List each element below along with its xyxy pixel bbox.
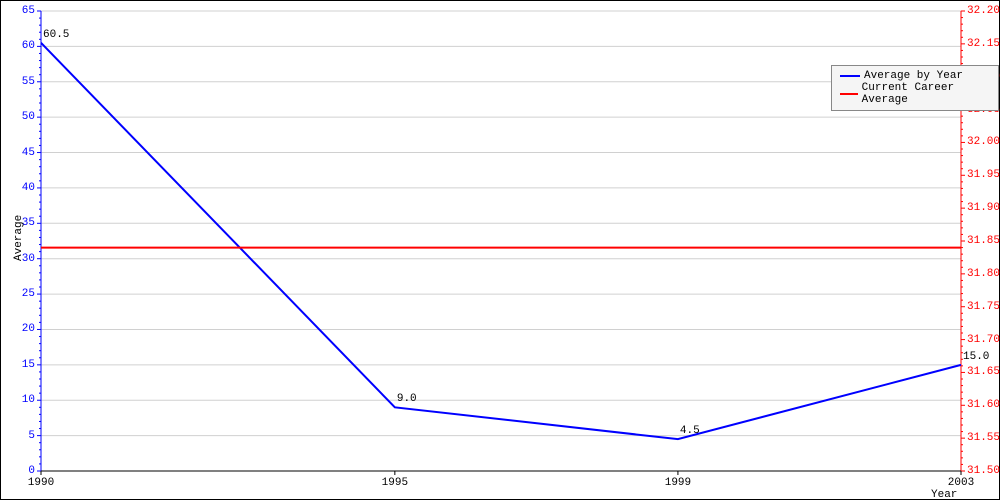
y-right-tick-label: 31.90	[967, 202, 1000, 214]
y-right-tick-label: 31.55	[967, 432, 1000, 444]
legend-swatch	[840, 75, 860, 77]
y-left-tick-label: 50	[5, 111, 35, 123]
legend-item: Current Career Average	[840, 82, 990, 106]
y-left-tick-label: 20	[5, 323, 35, 335]
y-left-tick-label: 40	[5, 182, 35, 194]
y-left-tick-label: 5	[5, 430, 35, 442]
data-point-label: 4.5	[680, 425, 700, 437]
x-tick-label: 1995	[380, 477, 410, 489]
x-axis-label: Year	[931, 489, 957, 501]
y-axis-left-label: Average	[13, 215, 25, 261]
y-right-tick-label: 31.95	[967, 169, 1000, 181]
y-right-tick-label: 32.20	[967, 5, 1000, 17]
y-right-tick-label: 31.70	[967, 334, 1000, 346]
y-right-tick-label: 31.85	[967, 235, 1000, 247]
y-right-tick-label: 32.00	[967, 136, 1000, 148]
legend-item: Average by Year	[840, 70, 990, 82]
y-right-tick-label: 31.60	[967, 399, 1000, 411]
y-right-tick-label: 31.75	[967, 301, 1000, 313]
y-left-tick-label: 15	[5, 359, 35, 371]
y-left-tick-label: 55	[5, 76, 35, 88]
y-left-tick-label: 10	[5, 394, 35, 406]
y-right-tick-label: 31.65	[967, 366, 1000, 378]
y-left-tick-label: 60	[5, 40, 35, 52]
x-tick-label: 2003	[946, 477, 976, 489]
x-tick-label: 1999	[663, 477, 693, 489]
y-left-tick-label: 65	[5, 5, 35, 17]
legend-swatch	[840, 93, 858, 95]
y-left-tick-label: 45	[5, 147, 35, 159]
legend: Average by YearCurrent Career Average	[831, 65, 999, 111]
data-point-label: 60.5	[43, 29, 69, 41]
data-point-label: 15.0	[963, 351, 989, 363]
y-right-tick-label: 31.50	[967, 465, 1000, 477]
y-left-tick-label: 25	[5, 288, 35, 300]
y-right-tick-label: 32.15	[967, 38, 1000, 50]
y-right-tick-label: 31.80	[967, 268, 1000, 280]
data-point-label: 9.0	[397, 393, 417, 405]
chart-container: 0510152025303540455055606531.5031.5531.6…	[0, 0, 1000, 500]
y-left-tick-label: 0	[5, 465, 35, 477]
x-tick-label: 1990	[26, 477, 56, 489]
legend-label: Average by Year	[864, 70, 963, 82]
legend-label: Current Career Average	[862, 82, 990, 106]
